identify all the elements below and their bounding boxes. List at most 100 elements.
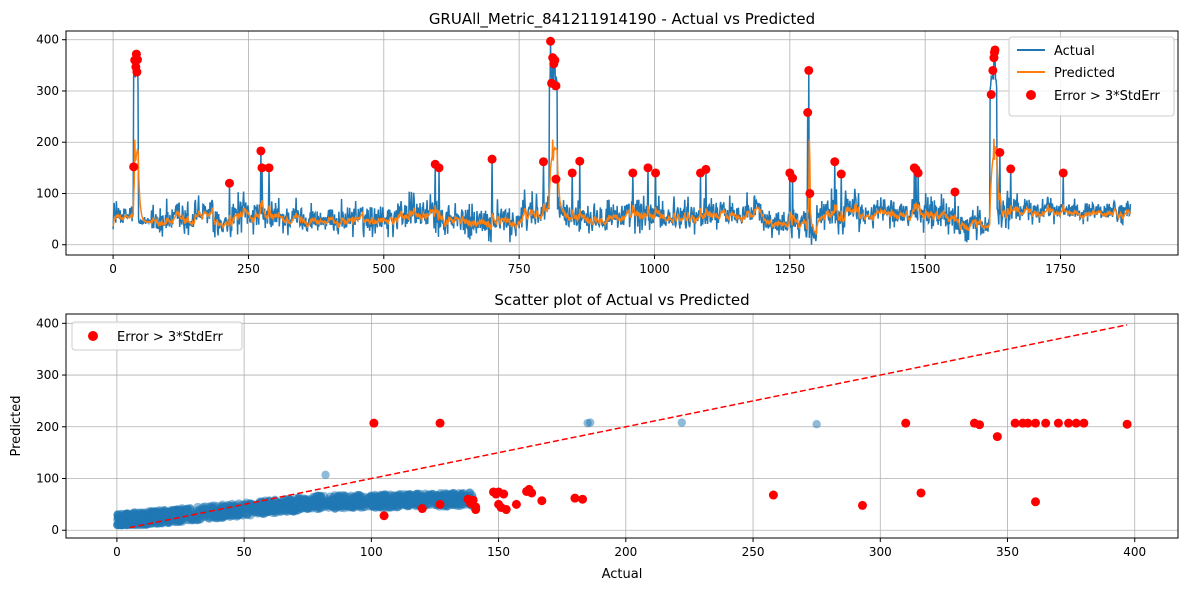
error-point — [1041, 418, 1051, 428]
scatter-point — [284, 494, 293, 504]
scatter-point — [353, 501, 362, 510]
legend-error-label: Error > 3*StdErr — [117, 330, 224, 345]
scatter-point — [362, 497, 371, 507]
error-point — [651, 168, 661, 178]
y-tick-label: 400 — [36, 33, 59, 47]
error-point — [511, 499, 521, 509]
x-tick-label: 1250 — [775, 262, 806, 276]
scatter-point — [812, 419, 821, 429]
error-point — [224, 178, 234, 188]
scatter-point — [182, 505, 192, 514]
x-tick-label: 250 — [742, 545, 765, 559]
x-tick-label: 0 — [109, 262, 117, 276]
error-point — [992, 432, 1002, 442]
scatter-point — [422, 496, 431, 505]
error-point — [567, 168, 577, 178]
error-point — [538, 157, 548, 167]
error-point — [916, 488, 926, 498]
scatter-point — [346, 494, 356, 503]
error-point — [578, 494, 588, 504]
scatter-point — [316, 492, 325, 501]
error-point — [857, 500, 867, 510]
error-point — [628, 168, 638, 178]
legend-error-swatch — [88, 331, 98, 341]
scatter-point — [304, 503, 314, 512]
scatter-point — [198, 502, 208, 512]
plot-frame — [65, 30, 1179, 256]
diagonal-line — [129, 324, 1128, 529]
error-point — [643, 163, 653, 173]
error-point — [986, 90, 996, 100]
error-point — [129, 162, 139, 172]
error-point — [1031, 418, 1041, 428]
error-point — [471, 505, 481, 515]
error-point — [1006, 164, 1016, 174]
scatter-point — [253, 503, 263, 513]
scatter-point — [173, 517, 183, 526]
scatter-point — [137, 510, 146, 520]
y-tick-label: 100 — [36, 186, 59, 200]
scatter-point — [311, 501, 320, 510]
error-point — [501, 505, 511, 515]
error-point — [1053, 418, 1063, 428]
y-tick-label: 0 — [51, 238, 59, 252]
scatter-point — [677, 418, 686, 427]
legend: Error > 3*StdErr — [71, 321, 243, 351]
error-point — [1031, 497, 1041, 507]
error-point — [990, 45, 1000, 55]
x-tick-label: 150 — [487, 545, 510, 559]
scatter-point — [321, 470, 330, 480]
legend: Actual Predicted Error > 3*StdErr — [1008, 36, 1175, 117]
scatter-point — [226, 503, 236, 513]
scatter-point — [301, 495, 310, 504]
predicted-series — [112, 138, 1132, 235]
error-point — [264, 163, 274, 173]
error-point — [1058, 168, 1068, 178]
y-tick-label: 400 — [36, 316, 59, 330]
error-point — [830, 157, 840, 167]
scatter-point — [266, 499, 276, 509]
scatter-point — [345, 502, 355, 511]
error-point — [417, 504, 427, 514]
chart-title: GRUAll_Metric_841211914190 - Actual vs P… — [429, 10, 815, 29]
x-tick-label: 350 — [996, 545, 1019, 559]
error-point — [132, 55, 142, 65]
y-tick-label: 200 — [36, 135, 59, 149]
scatter-point — [383, 496, 392, 505]
x-tick-label: 100 — [360, 545, 383, 559]
legend-error-swatch — [1026, 90, 1036, 100]
scatter-point — [429, 497, 438, 507]
error-point — [132, 67, 142, 77]
legend-predicted-label: Predicted — [1054, 66, 1115, 81]
scatter-point — [123, 519, 132, 528]
error-point — [1071, 418, 1081, 428]
error-point — [434, 163, 444, 173]
error-point — [435, 418, 445, 428]
scatter-point — [339, 495, 348, 505]
predicted-line — [112, 138, 1132, 235]
error-point — [487, 154, 497, 164]
error-point — [901, 418, 911, 428]
error-point — [768, 490, 778, 500]
ideal-fit-line — [129, 324, 1128, 529]
error-point — [913, 168, 923, 178]
legend-error-label: Error > 3*StdErr — [1054, 89, 1161, 104]
error-point — [551, 81, 561, 91]
y-tick-label: 100 — [36, 472, 59, 486]
plot-frame — [65, 313, 1179, 539]
error-point — [788, 173, 798, 183]
error-point — [1079, 418, 1089, 428]
error-point — [575, 156, 585, 166]
error-point — [551, 174, 561, 184]
x-tick-label: 1500 — [910, 262, 941, 276]
scatter-point — [207, 501, 216, 511]
error-point — [803, 108, 813, 118]
scatter-point — [290, 497, 300, 507]
error-point — [256, 146, 266, 156]
error-point — [550, 55, 560, 65]
error-point — [1064, 418, 1074, 428]
error-point — [537, 496, 547, 506]
axis-ticks: 0 250 500 750 1000 1250 1500 1750 0 100 200 300 400 — [36, 33, 1076, 276]
scatter-chart: Scatter plot of Actual vs Predicted 0 50 1… — [9, 291, 1179, 582]
